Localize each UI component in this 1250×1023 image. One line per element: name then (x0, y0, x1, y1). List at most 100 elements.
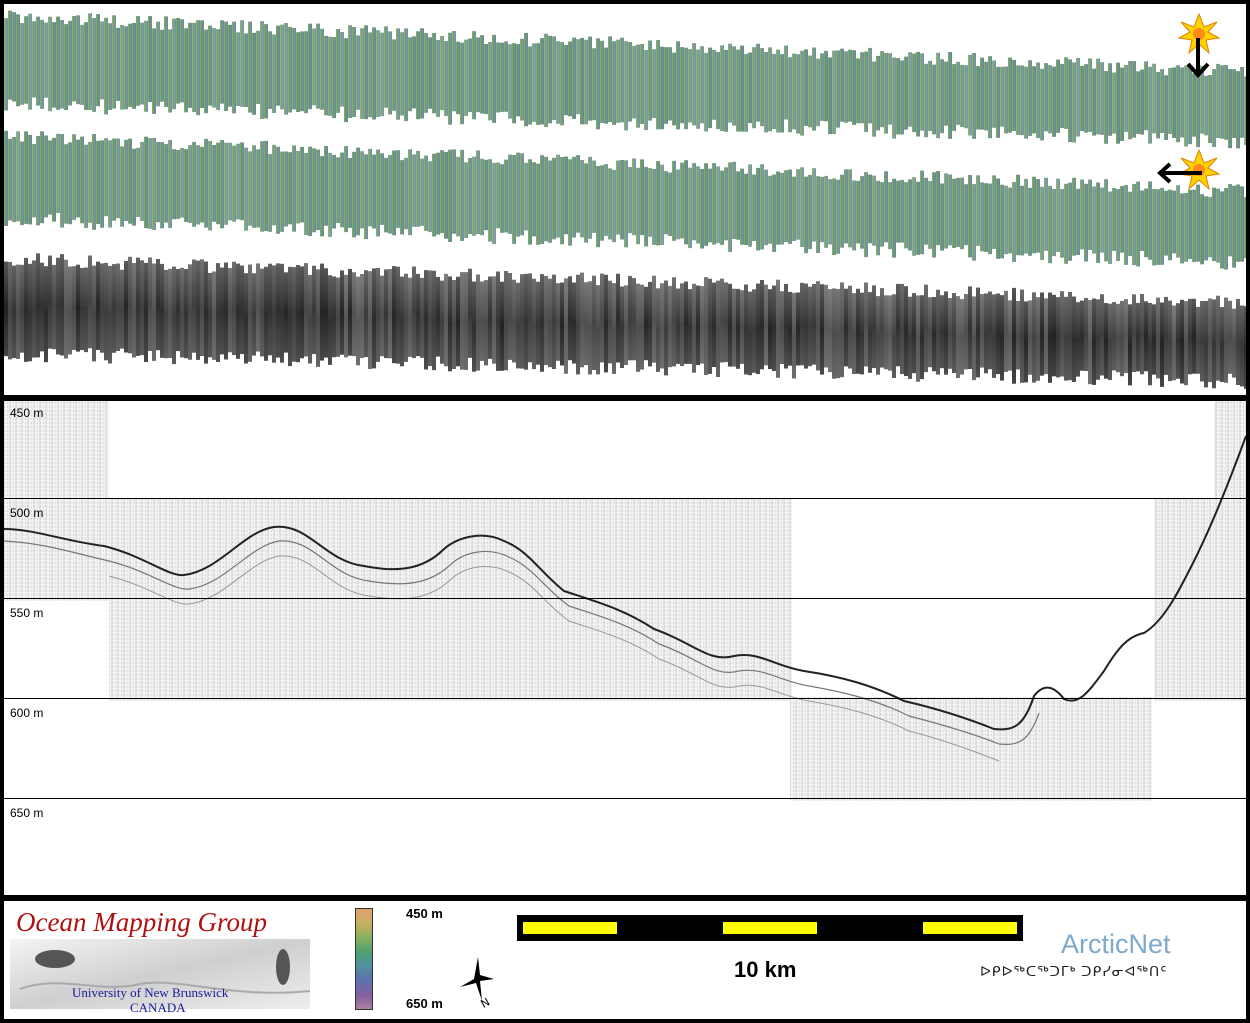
swath-stripe (456, 156, 460, 237)
swath-stripe (764, 52, 768, 133)
swath-stripe (192, 22, 196, 112)
swath-stripe (1160, 69, 1164, 133)
swath-stripe (960, 177, 964, 250)
swath-stripe (300, 146, 304, 223)
swath-stripe (600, 40, 604, 123)
swath-stripe (752, 47, 756, 129)
swath-stripe (1236, 71, 1240, 149)
swath-stripe (720, 278, 724, 363)
swath-stripe (976, 287, 980, 378)
swath-stripe (1072, 62, 1076, 143)
swath-stripe (636, 283, 640, 372)
swath-stripe (108, 23, 112, 111)
swath-stripe (956, 296, 960, 379)
swath-stripe (344, 274, 348, 358)
swath-stripe (624, 41, 628, 131)
swath-stripe (256, 149, 260, 228)
swath-stripe (1240, 186, 1244, 262)
swath-stripe (172, 266, 176, 365)
swath-stripe (924, 63, 928, 138)
swath-stripe (500, 164, 504, 233)
swath-stripe (132, 148, 136, 226)
swath-stripe (156, 259, 160, 351)
swath-stripe (380, 32, 384, 117)
swath-stripe (588, 156, 592, 239)
swath-stripe (876, 55, 880, 131)
swath-stripe (520, 153, 524, 236)
swath-stripe (84, 22, 88, 110)
swath-stripe (904, 286, 908, 376)
swath-stripe (1000, 184, 1004, 259)
swath-stripe (960, 64, 964, 127)
swath-stripe (1236, 184, 1240, 262)
swath-stripe (408, 37, 412, 112)
swath-stripe (332, 276, 336, 358)
swath-stripe (1132, 183, 1136, 266)
swath-stripe (1020, 185, 1024, 256)
swath-stripe (540, 155, 544, 245)
swath-stripe (1012, 59, 1016, 131)
swath-stripe (912, 293, 916, 374)
swath-stripe (1096, 182, 1100, 263)
swath-stripe (572, 156, 576, 238)
swath-stripe (1044, 298, 1048, 375)
swath-stripe (248, 264, 252, 362)
swath-stripe (952, 178, 956, 248)
swath-stripe (604, 164, 608, 236)
svg-text:N: N (479, 995, 493, 1009)
swath-stripe (1168, 189, 1172, 261)
swath-stripe (600, 165, 604, 241)
swath-stripe (1088, 179, 1092, 250)
swath-stripe (208, 25, 212, 106)
swath-stripe (508, 44, 512, 119)
swath-stripe (28, 13, 32, 110)
swath-stripe (136, 16, 140, 106)
swath-stripe (304, 31, 308, 114)
swath-stripe (1156, 71, 1160, 139)
swath-stripe (184, 149, 188, 222)
depth-colorbar (355, 908, 373, 1010)
swath-stripe (700, 286, 704, 364)
swath-stripe (308, 146, 312, 237)
swath-stripe (596, 166, 600, 248)
swath-stripe (900, 179, 904, 243)
swath-stripe (1004, 185, 1008, 255)
swath-stripe (1044, 63, 1048, 132)
swath-stripe (300, 31, 304, 112)
swath-stripe (512, 43, 516, 124)
swath-stripe (840, 282, 844, 378)
swath-stripe (1084, 298, 1088, 371)
swath-stripe (184, 269, 188, 359)
swath-stripe (872, 175, 876, 246)
swath-stripe (824, 284, 828, 368)
swath-stripe (284, 272, 288, 353)
swath-stripe (876, 296, 880, 375)
swath-stripe (80, 136, 84, 224)
swath-stripe (996, 178, 1000, 259)
swath-stripe (816, 176, 820, 253)
swath-stripe (592, 48, 596, 121)
swath-stripe (928, 297, 932, 368)
swath-stripe (112, 138, 116, 221)
swath-stripe (1232, 69, 1236, 138)
swath-stripe (360, 28, 364, 119)
swath-stripe (628, 167, 632, 234)
swath-stripe (908, 179, 912, 251)
swath-stripe (108, 140, 112, 228)
swath-stripe (1160, 302, 1164, 387)
swath-stripe (136, 257, 140, 356)
swath-stripe (1196, 67, 1200, 148)
swath-stripe (1192, 73, 1196, 137)
swath-stripe (1052, 188, 1056, 257)
swath-stripe (272, 34, 276, 113)
swath-stripe (12, 137, 16, 223)
swath-stripe (1208, 75, 1212, 143)
profile-coverage-block (109, 499, 792, 701)
swath-stripe (764, 284, 768, 366)
swath-stripe (664, 47, 668, 124)
swath-stripe (932, 64, 936, 135)
swath-stripe (304, 152, 308, 236)
scale-bar-segment (723, 922, 817, 934)
swath-stripe (884, 52, 888, 134)
swath-stripe (216, 142, 220, 225)
